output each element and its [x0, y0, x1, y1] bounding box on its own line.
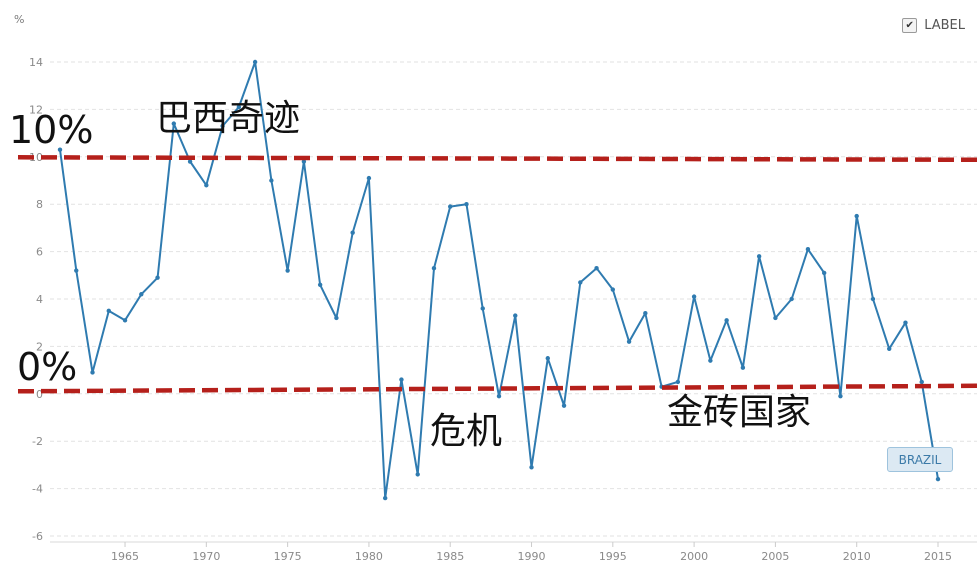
x-axis-ticks: 1965 1970 1975 1980 1985 1990 1995 2000 2005 2010… [50, 541, 977, 563]
series-layer [57, 59, 941, 501]
y-tick-label: 4 [36, 293, 43, 306]
check-icon: ✔ [905, 19, 914, 31]
annotation-ten-percent: 10% [9, 108, 93, 152]
data-point[interactable] [366, 175, 372, 181]
y-axis-unit-label: % [14, 13, 24, 26]
y-tick-label: 12 [29, 103, 43, 116]
data-point[interactable] [236, 104, 242, 110]
x-tick-label: 1985 [436, 550, 464, 563]
data-point[interactable] [675, 379, 681, 385]
data-point[interactable] [204, 183, 209, 188]
reference-line-10 [17, 155, 977, 163]
data-point[interactable] [854, 213, 859, 219]
data-point[interactable] [887, 346, 892, 351]
data-point[interactable] [269, 178, 274, 183]
data-point[interactable] [529, 465, 534, 470]
data-point[interactable] [139, 292, 144, 297]
data-point[interactable] [122, 318, 128, 323]
data-point[interactable] [594, 265, 599, 271]
legend[interactable]: ✔ LABEL [902, 18, 965, 33]
data-point[interactable] [708, 358, 713, 363]
reference-lines [17, 155, 977, 394]
y-tick-label: 14 [29, 56, 43, 69]
data-point[interactable] [106, 308, 111, 314]
x-tick-label: 1970 [192, 550, 220, 563]
data-point[interactable] [399, 377, 404, 382]
annotation-brics: 金砖国家 [667, 392, 811, 433]
y-tick-label: 0 [36, 388, 43, 401]
data-point[interactable] [838, 393, 843, 399]
data-point[interactable] [545, 356, 550, 361]
data-point[interactable] [773, 315, 778, 321]
data-point[interactable] [870, 296, 876, 302]
x-tick-label: 1995 [599, 550, 627, 563]
data-point[interactable] [903, 320, 908, 325]
data-point[interactable] [171, 121, 177, 126]
annotation-zero-percent: 0% [17, 345, 77, 389]
data-point[interactable] [415, 472, 420, 477]
data-point[interactable] [610, 287, 616, 292]
y-tick-label: -4 [32, 483, 43, 496]
x-tick-label: 1975 [274, 550, 302, 563]
data-point[interactable] [90, 370, 95, 375]
data-point[interactable] [496, 393, 502, 399]
data-point[interactable] [740, 365, 746, 370]
data-point[interactable] [301, 159, 307, 164]
y-tick-label: -2 [32, 435, 43, 448]
data-point[interactable] [74, 268, 79, 273]
series-tag-brazil[interactable]: BRAZIL [887, 447, 953, 472]
data-point[interactable] [643, 311, 648, 316]
data-point[interactable] [724, 318, 729, 323]
annotation-brazil-miracle: 巴西奇迹 [156, 98, 300, 139]
data-point[interactable] [480, 306, 485, 311]
y-tick-label: 10 [29, 151, 43, 164]
data-point[interactable] [155, 275, 160, 280]
data-point[interactable] [285, 268, 290, 273]
x-tick-label: 1965 [111, 550, 139, 563]
y-tick-label: 8 [36, 198, 43, 211]
data-point[interactable] [334, 315, 339, 321]
data-point[interactable] [691, 294, 697, 299]
data-point[interactable] [431, 265, 437, 271]
y-tick-label: 2 [36, 340, 43, 353]
data-point[interactable] [317, 282, 323, 287]
x-tick-label: 2015 [924, 550, 952, 563]
data-point[interactable] [935, 476, 941, 482]
data-point[interactable] [252, 59, 258, 65]
y-tick-label: -6 [32, 530, 43, 543]
x-tick-label: 1990 [518, 550, 546, 563]
x-tick-label: 1980 [355, 550, 383, 563]
y-tick-label: 6 [36, 246, 43, 259]
x-tick-label: 2000 [680, 550, 708, 563]
data-point[interactable] [513, 313, 518, 318]
data-point[interactable] [789, 296, 794, 302]
data-point[interactable] [805, 247, 811, 252]
data-point[interactable] [220, 123, 225, 129]
x-tick-label: 2010 [843, 550, 871, 563]
data-point[interactable] [187, 159, 193, 164]
data-point[interactable] [561, 403, 567, 408]
annotation-crisis: 危机 [430, 411, 502, 452]
data-point[interactable] [464, 202, 469, 207]
data-point[interactable] [756, 254, 762, 259]
data-point[interactable] [919, 379, 924, 385]
legend-checkbox[interactable]: ✔ [902, 18, 918, 33]
legend-label[interactable]: LABEL [924, 18, 965, 33]
data-point[interactable] [350, 230, 355, 235]
data-point[interactable] [382, 495, 388, 501]
data-point[interactable] [448, 204, 453, 209]
data-point[interactable] [626, 339, 632, 344]
data-point[interactable] [821, 270, 827, 276]
x-tick-label: 2005 [761, 550, 789, 563]
data-point[interactable] [57, 147, 63, 152]
data-point[interactable] [578, 280, 583, 285]
y-axis-ticks: -6 -4 -2 0 2 4 6 8 10 12 14 [29, 56, 43, 543]
